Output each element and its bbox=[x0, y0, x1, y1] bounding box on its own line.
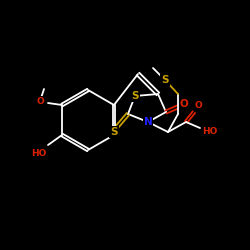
Text: S: S bbox=[131, 91, 139, 101]
Text: O: O bbox=[180, 99, 188, 109]
Text: S: S bbox=[161, 75, 169, 85]
Text: HO: HO bbox=[31, 148, 47, 158]
Text: N: N bbox=[144, 117, 152, 127]
Text: O: O bbox=[194, 102, 202, 110]
Text: S: S bbox=[110, 127, 118, 137]
Text: O: O bbox=[36, 96, 44, 106]
Text: HO: HO bbox=[202, 126, 218, 136]
